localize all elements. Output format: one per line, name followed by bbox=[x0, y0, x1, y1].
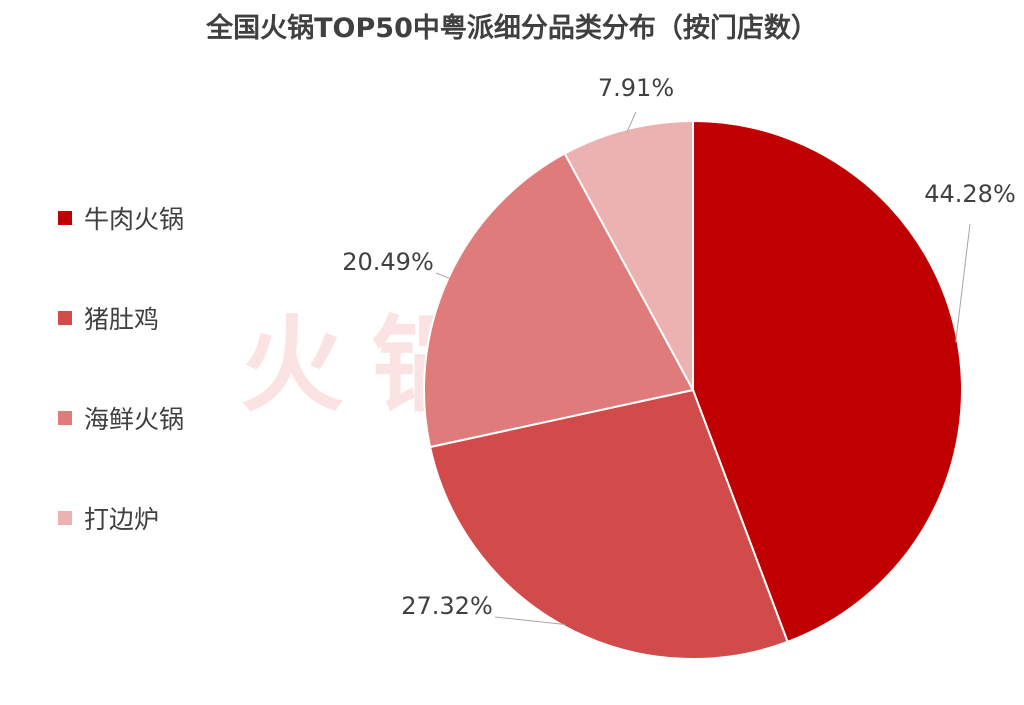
data-label-beef-hotpot: 44.28% bbox=[924, 180, 1016, 208]
legend-item-beef-hotpot: 牛肉火锅 bbox=[58, 200, 184, 236]
chart-title: 全国火锅TOP50中粤派细分品类分布（按门店数） bbox=[206, 13, 818, 44]
legend-item-cantonese-hotpot: 打边炉 bbox=[58, 500, 159, 536]
slice-beef-hotpot bbox=[692, 119, 963, 644]
slice-cantonese-hotpot bbox=[563, 119, 694, 391]
legend-label-seafood-hotpot: 海鲜火锅 bbox=[84, 405, 185, 434]
slice-pork-tripe-chicken bbox=[428, 388, 789, 660]
leader-line bbox=[626, 111, 637, 132]
legend-item-seafood-hotpot: 海鲜火锅 bbox=[58, 400, 184, 436]
legend-swatch-seafood-hotpot bbox=[58, 411, 72, 425]
legend-item-pork-tripe-chicken: 猪肚鸡 bbox=[58, 300, 159, 336]
data-label-pork-tripe-chicken: 27.32% bbox=[401, 592, 493, 620]
legend-label-pork-tripe-chicken: 猪肚鸡 bbox=[84, 305, 160, 334]
legend-label-beef-hotpot: 牛肉火锅 bbox=[84, 205, 185, 234]
legend-label-cantonese-hotpot: 打边炉 bbox=[84, 505, 160, 534]
legend-swatch-pork-tripe-chicken bbox=[58, 311, 72, 325]
data-label-cantonese-hotpot: 7.91% bbox=[598, 74, 674, 102]
leader-line bbox=[494, 616, 566, 625]
leader-line bbox=[955, 223, 971, 343]
legend-swatch-cantonese-hotpot bbox=[58, 511, 72, 525]
legend-swatch-beef-hotpot bbox=[58, 211, 72, 225]
data-label-seafood-hotpot: 20.49% bbox=[342, 248, 434, 276]
leader-line bbox=[435, 272, 451, 280]
